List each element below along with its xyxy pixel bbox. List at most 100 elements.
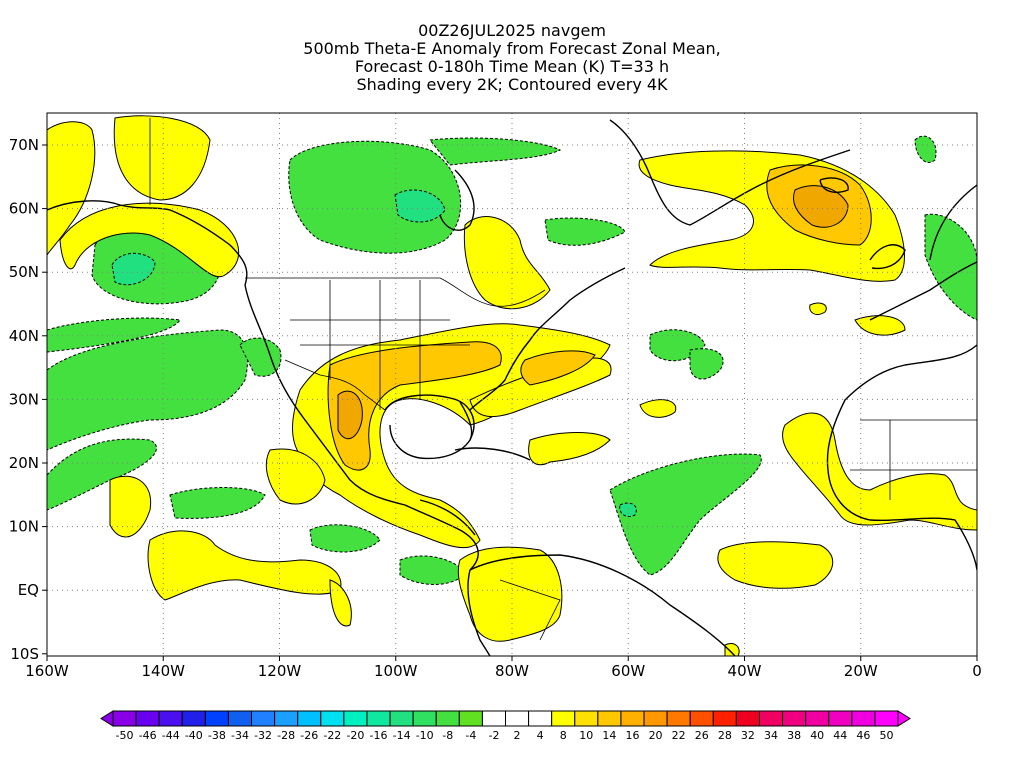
colorbar-swatch bbox=[112, 710, 137, 727]
coast-uk bbox=[869, 244, 906, 270]
colorbar-label: -50 bbox=[116, 729, 134, 742]
coast-south-america bbox=[469, 554, 736, 656]
lat-label: 50N bbox=[9, 263, 39, 281]
colorbar-label: 40 bbox=[810, 729, 824, 742]
colorbar-swatch bbox=[528, 710, 553, 727]
left-arrow-icon bbox=[100, 710, 114, 727]
colorbar-label: 38 bbox=[787, 729, 801, 742]
coast-north-america-west bbox=[244, 284, 479, 571]
colorbar-label: 8 bbox=[560, 729, 567, 742]
neg-region-europe bbox=[924, 213, 977, 321]
colorbar-swatch bbox=[805, 710, 830, 727]
colorbar-label: 46 bbox=[856, 729, 870, 742]
coast-iceland bbox=[819, 177, 849, 193]
lon-label: 160W bbox=[25, 662, 69, 680]
colorbar-swatch bbox=[574, 710, 599, 727]
colorbar-label: -34 bbox=[231, 729, 249, 742]
colorbar-swatch bbox=[158, 710, 183, 727]
colorbar-swatch bbox=[343, 710, 368, 727]
lat-label: 40N bbox=[9, 327, 39, 345]
neg-region-pacific-band-2 bbox=[47, 317, 181, 353]
pos-region-east-pacific-1 bbox=[109, 475, 152, 538]
colorbar-label: -2 bbox=[488, 729, 499, 742]
colorbar-label: 34 bbox=[764, 729, 778, 742]
colorbar-label: -40 bbox=[185, 729, 203, 742]
colorbar-swatch bbox=[320, 710, 345, 727]
colorbar-label: -22 bbox=[323, 729, 341, 742]
colorbar-label: 4 bbox=[537, 729, 544, 742]
pos-region-bering bbox=[113, 115, 211, 201]
colorbar-label: 2 bbox=[514, 729, 521, 742]
neg-region-pacific-band-1 bbox=[47, 329, 248, 451]
colorbar-swatch bbox=[227, 710, 253, 727]
coast-alaska bbox=[47, 200, 248, 286]
colorbar-swatch bbox=[274, 710, 299, 727]
colorbar-swatch bbox=[712, 710, 737, 727]
colorbar-swatch bbox=[251, 710, 276, 727]
colorbar-label: 32 bbox=[741, 729, 755, 742]
colorbar-swatch bbox=[874, 710, 899, 727]
border-south-america bbox=[499, 579, 561, 641]
neg-region-canada bbox=[288, 140, 462, 254]
neg-core-canada bbox=[394, 189, 446, 223]
colorbar-swatch bbox=[458, 710, 483, 727]
colorbar-label: -4 bbox=[465, 729, 476, 742]
colorbar-swatch bbox=[135, 710, 160, 727]
political-borders bbox=[149, 118, 977, 641]
colorbar-label: -44 bbox=[162, 729, 180, 742]
neg-region-atlantic-mid-2 bbox=[689, 348, 724, 380]
colorbar-swatch bbox=[551, 710, 576, 727]
colorbar-label: 20 bbox=[649, 729, 663, 742]
coastlines bbox=[47, 119, 977, 656]
pos-region-atlantic-mid-1 bbox=[639, 399, 677, 418]
title-line-1: 00Z26JUL2025 navgem bbox=[418, 21, 606, 40]
pos-core-us-south bbox=[327, 341, 502, 471]
pos-region-great-lakes bbox=[463, 216, 551, 310]
lon-label: 60W bbox=[611, 662, 645, 680]
pos-region-gulf-guinea bbox=[717, 541, 834, 589]
pos-region-alaska-west bbox=[47, 121, 96, 256]
colorbar-label: 16 bbox=[625, 729, 639, 742]
coast-africa bbox=[826, 344, 977, 571]
pos-core-atlantic-ridge bbox=[520, 350, 596, 386]
neg-region-east-pacific-2 bbox=[239, 337, 282, 377]
latitude-labels: 70N 60N 50N 40N 30N 20N 10N EQ 10S bbox=[9, 136, 47, 663]
coast-central-america bbox=[419, 499, 476, 536]
colorbar-swatch bbox=[481, 710, 507, 727]
colorbar-swatch bbox=[366, 710, 391, 727]
neg-region-atlantic-tropical bbox=[609, 453, 762, 576]
lat-label: 60N bbox=[9, 200, 39, 218]
neg-region-east-pacific-3 bbox=[309, 524, 381, 553]
colorbar-label: 28 bbox=[718, 729, 732, 742]
longitude-labels: 160W 140W 120W 100W 80W 60W 40W 20W 0 bbox=[25, 656, 982, 680]
colorbar-swatch bbox=[597, 710, 622, 727]
coast-south-america-west bbox=[467, 569, 491, 656]
title-line-3: Forecast 0-180h Time Mean (K) T=33 h bbox=[354, 57, 670, 76]
colorbar-label: -8 bbox=[442, 729, 453, 742]
border-us-mexico bbox=[284, 359, 386, 411]
pos-region-mexico-west bbox=[265, 448, 326, 505]
title-line-4: Shading every 2K; Contoured every 4K bbox=[356, 75, 668, 94]
neg-region-greenland-sea bbox=[914, 135, 937, 163]
neg-region-labrador bbox=[544, 217, 626, 246]
pos-peak-mexico bbox=[337, 390, 363, 440]
lon-label: 80W bbox=[495, 662, 529, 680]
coast-europe bbox=[869, 261, 977, 321]
colorbar-label: -46 bbox=[139, 729, 157, 742]
colorbar-swatch bbox=[666, 710, 691, 727]
lat-label: 70N bbox=[9, 136, 39, 154]
neg-region-hudson bbox=[429, 137, 562, 166]
colorbar-label: 26 bbox=[695, 729, 709, 742]
colorbar-label: 22 bbox=[672, 729, 686, 742]
colorbar-label: -16 bbox=[370, 729, 388, 742]
pos-region-west-africa bbox=[782, 412, 977, 531]
border-us-canada bbox=[245, 277, 546, 307]
coast-north-america-east bbox=[469, 267, 626, 411]
colorbar-swatch bbox=[297, 710, 322, 727]
colorbar-swatch bbox=[435, 710, 460, 727]
colorbar-swatch bbox=[389, 710, 414, 727]
lat-label: EQ bbox=[18, 581, 39, 599]
right-arrow-icon bbox=[897, 710, 911, 727]
colorbar-label: 50 bbox=[879, 729, 893, 742]
